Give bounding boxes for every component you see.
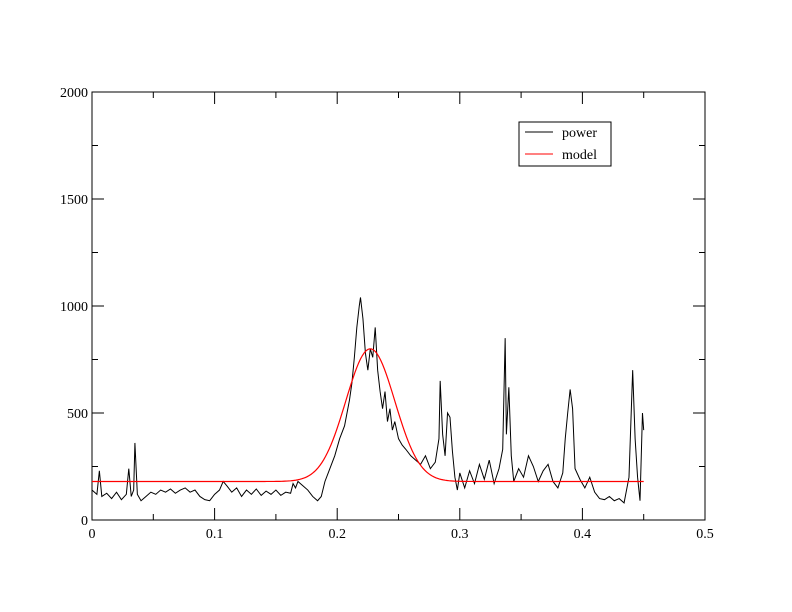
x-tick-label: 0.1 [206, 527, 224, 542]
y-axis: 0 500 1000 1500 2000 [60, 86, 705, 529]
x-tick-label: 0.5 [696, 527, 714, 542]
y-tick-label: 2000 [60, 86, 88, 101]
y-tick-label: 1000 [60, 300, 88, 315]
series-layer [91, 297, 645, 504]
x-tick-label: 0 [89, 527, 96, 542]
y-tick-label: 0 [81, 514, 88, 529]
legend: power model [518, 121, 612, 167]
y-tick-label: 1500 [60, 193, 88, 208]
x-tick-label: 0.4 [574, 527, 592, 542]
x-axis: 0 0.1 0.2 0.3 0.4 0.5 [89, 92, 714, 542]
legend-model-label: model [562, 148, 597, 163]
x-tick-label: 0.3 [451, 527, 469, 542]
series-power-line [91, 297, 645, 504]
x-tick-label: 0.2 [328, 527, 346, 542]
plot-frame [91, 91, 706, 521]
y-tick-label: 500 [67, 407, 88, 422]
legend-power-label: power [562, 126, 597, 141]
series-model-line [92, 348, 644, 483]
legend-box [518, 121, 612, 167]
